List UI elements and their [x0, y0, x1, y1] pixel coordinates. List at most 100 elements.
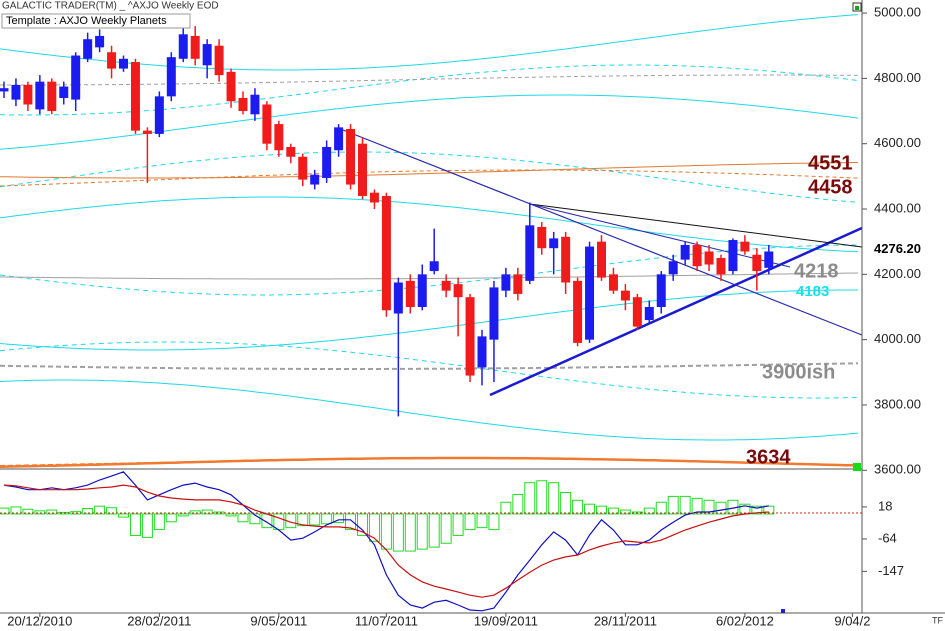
- candle-body: [489, 287, 499, 340]
- candle-body: [453, 284, 463, 298]
- histogram-bar: [129, 513, 141, 536]
- candle-body: [286, 146, 296, 157]
- candle-body: [501, 274, 511, 291]
- histogram-bar: [165, 513, 177, 523]
- histogram-bar: [584, 503, 596, 515]
- histogram-bar: [619, 509, 631, 515]
- x-tick-label: 9/05/2011: [250, 613, 307, 628]
- histogram-bar: [548, 482, 560, 515]
- candle-body: [417, 274, 427, 307]
- y-tick-label: 3800.00: [874, 396, 921, 411]
- candle-body: [620, 290, 630, 301]
- histogram-bar: [309, 513, 321, 526]
- candle-body: [238, 97, 248, 112]
- trend-lines: [337, 127, 863, 397]
- histogram-bar: [177, 513, 189, 517]
- candle-body: [680, 244, 690, 260]
- histogram-bar: [572, 499, 584, 515]
- histogram-bar: [751, 505, 763, 515]
- histogram-bar: [655, 501, 667, 515]
- y-tick-label: 18: [878, 498, 892, 513]
- marks: [0, 26, 775, 612]
- candle-body: [130, 62, 140, 131]
- candle-body: [429, 261, 439, 272]
- candle-body: [23, 84, 33, 105]
- histogram-bar: [500, 501, 512, 515]
- histogram-bar: [22, 508, 34, 515]
- planet-line: [0, 196, 859, 253]
- candle-body: [513, 274, 523, 294]
- histogram-bar: [440, 513, 452, 544]
- histogram-bar: [596, 505, 607, 515]
- histogram-bar: [141, 513, 153, 538]
- annotation: 4551: [808, 152, 853, 174]
- histogram-bar: [715, 501, 727, 515]
- marker: [855, 6, 859, 10]
- annotation: 3634: [746, 446, 791, 468]
- candle-body: [214, 45, 224, 76]
- y-tick-label: 4200.00: [874, 266, 921, 281]
- planet-lines: [0, 14, 859, 468]
- candle-body: [740, 241, 750, 252]
- candle-body: [190, 35, 200, 59]
- candle-body: [83, 39, 93, 59]
- candle-body: [656, 274, 666, 307]
- y-tick-label: -147: [878, 563, 904, 578]
- planet-line: [0, 169, 859, 187]
- candle-body: [47, 81, 57, 112]
- candle-body: [119, 58, 128, 69]
- planet-line: [0, 14, 859, 71]
- histogram-bar: [297, 513, 309, 527]
- candle-body: [166, 57, 176, 97]
- histogram-bar: [94, 505, 106, 515]
- histogram-bar: [643, 507, 655, 515]
- histogram-bar: [368, 513, 380, 542]
- annotation: 4218: [794, 260, 839, 282]
- x-tick-label: 19/09/2011: [474, 613, 538, 628]
- y-tick-label: -64: [878, 530, 897, 545]
- histogram-bar: [106, 507, 118, 515]
- histogram-bar: [560, 491, 572, 515]
- planet-line: [0, 151, 859, 203]
- histogram-bar: [380, 513, 392, 550]
- candle-body: [728, 240, 738, 272]
- histogram-bar: [321, 513, 333, 525]
- histogram-bar: [345, 513, 357, 531]
- candle-body: [477, 336, 487, 368]
- candle-body: [644, 306, 654, 321]
- candle-body: [561, 236, 571, 283]
- histogram-bar: [452, 513, 464, 536]
- marker: [781, 609, 785, 613]
- indicator-line: [3, 484, 769, 598]
- candle-body: [226, 71, 236, 102]
- histogram-bar: [607, 507, 619, 515]
- histogram-bar: [524, 482, 536, 515]
- histogram-bar: [357, 513, 368, 536]
- candle-body: [35, 81, 45, 110]
- corner-label: TF: [932, 615, 943, 625]
- y-tick-label: 4800.00: [874, 70, 921, 85]
- histogram-bar: [213, 511, 225, 515]
- histogram-bar: [0, 507, 10, 515]
- x-tick-label: 28/11/2011: [594, 613, 657, 628]
- histogram-bar: [404, 513, 416, 552]
- histogram-bar: [201, 509, 213, 515]
- candle-body: [11, 84, 21, 100]
- candle-body: [393, 282, 403, 314]
- candle-body: [310, 174, 320, 185]
- y-tick-label: 4400.00: [874, 200, 921, 215]
- x-tick-label: 6/02/2012: [716, 613, 774, 628]
- candle-body: [441, 280, 451, 291]
- candle-body: [202, 44, 212, 66]
- candle-body: [573, 280, 583, 343]
- annotation: 4183: [796, 283, 829, 300]
- x-tick-label: 28/02/2011: [127, 613, 191, 628]
- histogram-bar: [10, 506, 22, 515]
- histogram-bar: [679, 495, 691, 515]
- histogram-bar: [249, 513, 261, 525]
- candle-body: [262, 104, 272, 144]
- planet-line: [0, 74, 859, 86]
- planet-line: [0, 272, 859, 280]
